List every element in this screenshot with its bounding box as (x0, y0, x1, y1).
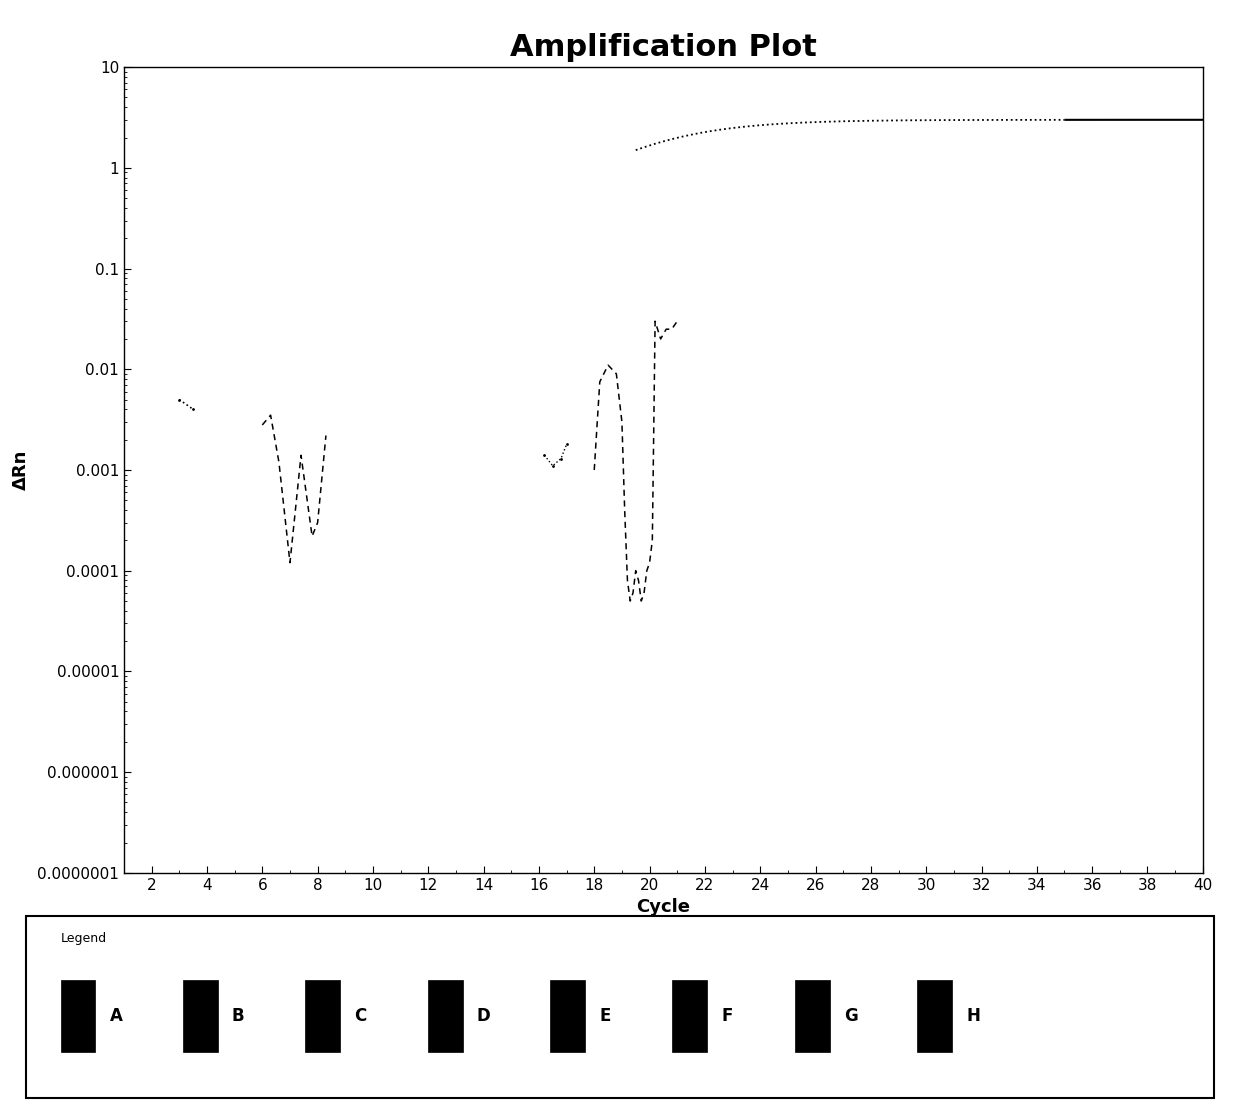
Bar (918, 980, 952, 1052)
X-axis label: Cycle: Cycle (636, 899, 691, 916)
Text: Legend: Legend (61, 932, 107, 944)
Text: F: F (722, 1007, 733, 1025)
Text: C: C (355, 1007, 367, 1025)
Bar (184, 980, 218, 1052)
Bar (428, 980, 463, 1052)
Text: E: E (599, 1007, 610, 1025)
Y-axis label: ΔRn: ΔRn (12, 450, 30, 490)
Text: D: D (476, 1007, 490, 1025)
Bar (672, 980, 707, 1052)
Title: Amplification Plot: Amplification Plot (510, 34, 817, 62)
Bar (551, 980, 585, 1052)
FancyBboxPatch shape (26, 915, 1214, 1099)
Text: H: H (966, 1007, 980, 1025)
Text: A: A (109, 1007, 123, 1025)
Bar (795, 980, 830, 1052)
Bar (61, 980, 95, 1052)
Text: B: B (232, 1007, 244, 1025)
Bar (305, 980, 340, 1052)
Text: G: G (843, 1007, 858, 1025)
